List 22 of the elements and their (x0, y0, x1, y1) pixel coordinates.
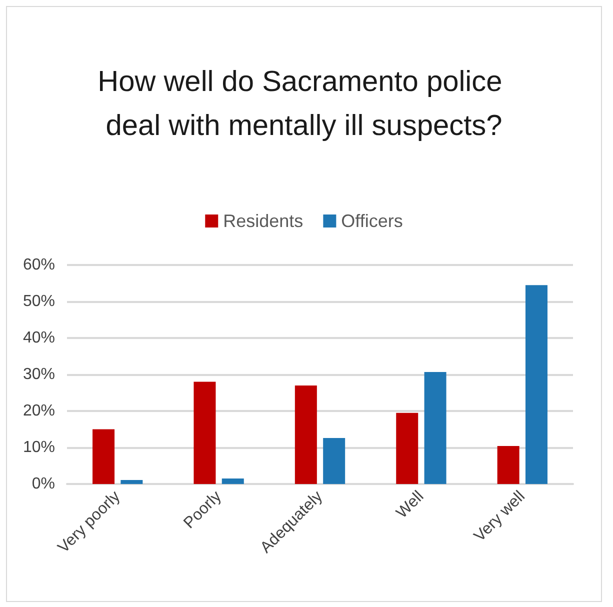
bar (92, 429, 115, 484)
x-tick-label: Well (393, 488, 428, 522)
x-tick-label: Very well (471, 488, 528, 546)
bar (396, 412, 418, 484)
legend-label: Officers (341, 211, 403, 231)
bar (120, 480, 143, 484)
y-tick-label: 50% (22, 293, 55, 310)
y-tick-label: 20% (22, 402, 55, 420)
y-tick-label: 30% (22, 366, 55, 383)
y-tick-label: 10% (22, 439, 55, 456)
bar (323, 438, 346, 484)
chart-title: How well do Sacramento police deal with mentally ill suspects? (98, 66, 510, 142)
bar (424, 372, 446, 484)
bar (222, 478, 244, 484)
y-tick-label: 40% (22, 330, 55, 346)
bar (497, 446, 520, 484)
bar (294, 385, 317, 484)
y-tick-label: 60% (22, 256, 55, 274)
y-tick-label: 0% (32, 476, 55, 492)
bar (525, 285, 548, 484)
legend-label: Residents (223, 211, 304, 231)
bar (194, 382, 216, 484)
